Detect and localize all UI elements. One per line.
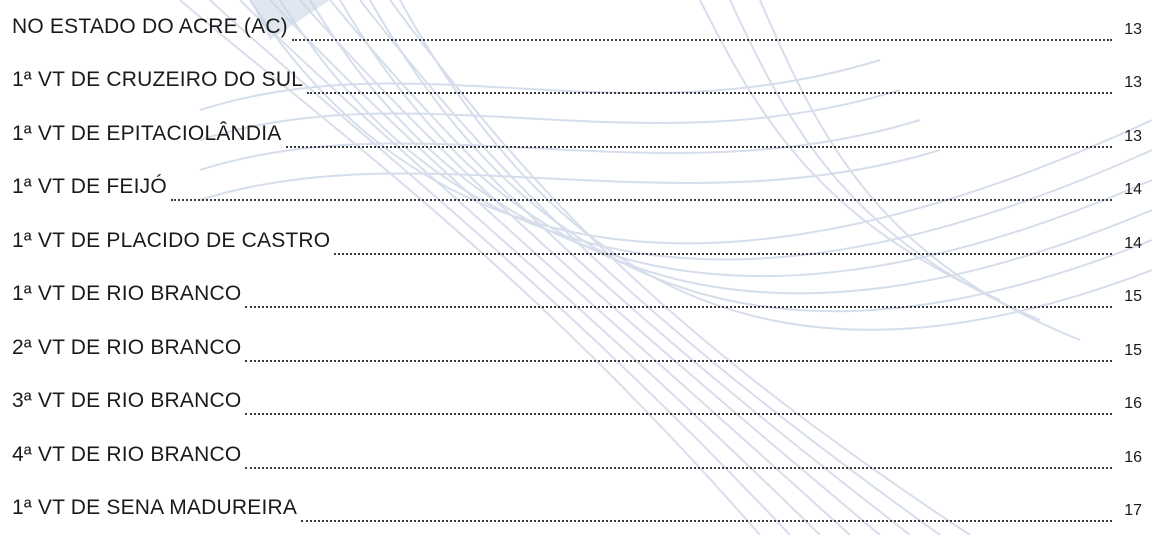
toc-entry-page: 14 [1124, 234, 1142, 252]
toc-entry-label: 1ª VT DE RIO BRANCO [12, 282, 242, 306]
toc-entry[interactable]: 1ª VT DE PLACIDO DE CASTRO 14 [12, 214, 1142, 268]
toc-entry-page: 15 [1124, 341, 1142, 359]
toc-entry-page: 13 [1124, 20, 1142, 38]
toc-entry-label: 1ª VT DE SENA MADUREIRA [12, 496, 298, 520]
toc-entry[interactable]: 1ª VT DE RIO BRANCO 15 [12, 268, 1142, 322]
toc-entry-label: 1ª VT DE CRUZEIRO DO SUL [12, 68, 304, 92]
toc-entry-label: 2ª VT DE RIO BRANCO [12, 335, 242, 359]
toc-entry-label: 1ª VT DE FEIJÓ [12, 175, 167, 199]
dot-leader [291, 17, 1112, 41]
toc-entry[interactable]: 3ª VT DE RIO BRANCO 16 [12, 375, 1142, 429]
toc-entry[interactable]: 4ª VT DE RIO BRANCO 16 [12, 428, 1142, 482]
dot-leader [245, 284, 1112, 309]
toc-entry-page: 17 [1124, 502, 1142, 520]
toc-entry-page: 14 [1124, 181, 1142, 199]
toc-entry-label: NO ESTADO DO ACRE (AC) [12, 14, 288, 38]
toc-entry[interactable]: 1ª VT DE SENA MADUREIRA 17 [12, 482, 1142, 535]
toc-entry[interactable]: 1ª VT DE CRUZEIRO DO SUL 13 [12, 54, 1142, 108]
toc-entry-label: 1ª VT DE EPITACIOLÂNDIA [12, 121, 282, 145]
dot-leader [307, 70, 1112, 95]
toc-entry-label: 4ª VT DE RIO BRANCO [12, 442, 242, 466]
toc-entry-page: 13 [1124, 127, 1142, 145]
dot-leader [334, 231, 1112, 255]
toc-entry-page: 16 [1124, 395, 1142, 413]
toc-entry-page: 15 [1124, 288, 1142, 306]
table-of-contents: NO ESTADO DO ACRE (AC) 13 1ª VT DE CRUZE… [12, 0, 1142, 535]
toc-entry[interactable]: 1ª VT DE EPITACIOLÂNDIA 13 [12, 107, 1142, 161]
toc-entry-page: 16 [1124, 448, 1142, 466]
toc-entry[interactable]: 2ª VT DE RIO BRANCO 15 [12, 321, 1142, 375]
toc-entry[interactable]: 1ª VT DE FEIJÓ 14 [12, 161, 1142, 215]
toc-entry-page: 13 [1124, 74, 1142, 92]
dot-leader [245, 338, 1112, 362]
toc-entry[interactable]: NO ESTADO DO ACRE (AC) 13 [12, 0, 1142, 54]
toc-entry-label: 3ª VT DE RIO BRANCO [12, 389, 242, 413]
dot-leader [245, 445, 1112, 469]
dot-leader [170, 177, 1112, 202]
dot-leader [285, 124, 1112, 148]
toc-entry-label: 1ª VT DE PLACIDO DE CASTRO [12, 228, 331, 252]
dot-leader [245, 391, 1112, 416]
dot-leader [301, 498, 1112, 523]
